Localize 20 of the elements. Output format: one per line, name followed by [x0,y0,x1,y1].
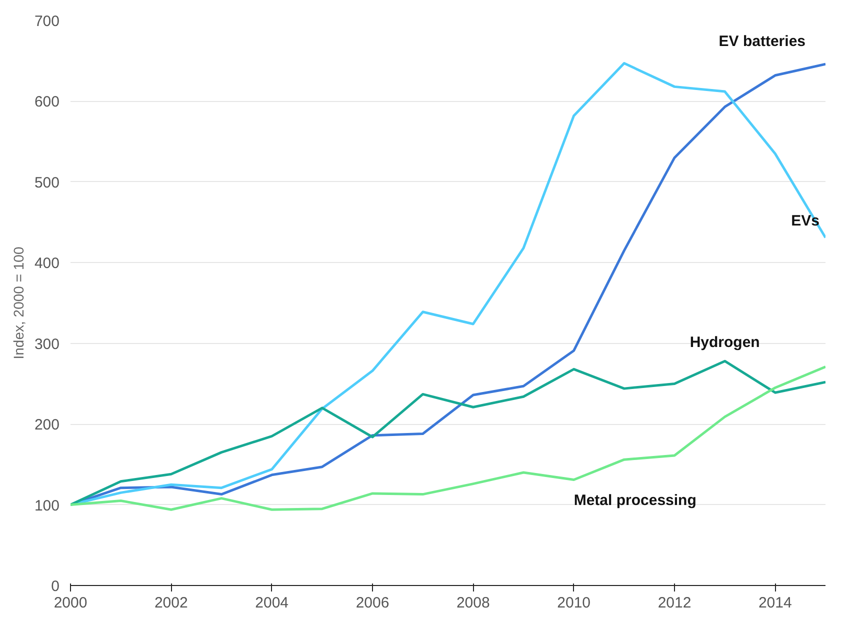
y-tick-label: 400 [34,255,60,272]
x-tick-label: 2014 [758,594,792,612]
y-axis-title: Index, 2000 = 100 [10,246,26,360]
series-label: EV batteries [718,33,806,50]
y-tick-label: 100 [34,497,60,514]
x-tick-label: 2012 [658,594,692,612]
x-tick-label: 2004 [255,594,289,612]
y-tick-label: 200 [34,416,60,434]
x-tick-label: 2002 [154,594,188,612]
x-tick-label: 2006 [356,594,390,612]
series-label: Metal processing [574,492,696,509]
y-tick-label: 700 [34,13,60,30]
y-tick-label: 0 [51,578,60,595]
x-tick-label: 2000 [54,594,88,612]
y-tick-label: 500 [34,174,60,192]
x-tick-label: 2008 [456,594,490,612]
series-label: Hydrogen [690,334,760,352]
y-tick-label: 600 [34,94,60,111]
x-tick-label: 2010 [557,594,591,612]
y-tick-label: 300 [34,336,60,353]
